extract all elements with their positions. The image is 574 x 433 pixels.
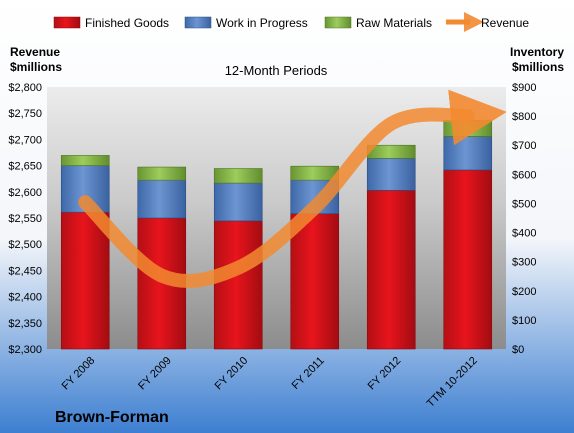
bar-work-in-progress <box>366 158 416 191</box>
left-axis-title-line2: $millions <box>10 60 62 74</box>
legend-item-revenue: Revenue <box>446 12 529 32</box>
bar-raw-materials <box>443 120 493 137</box>
right-tick-label: $900 <box>512 82 536 94</box>
legend-item-finished-goods: Finished Goods <box>53 16 169 30</box>
bar-finished-goods <box>290 213 340 350</box>
left-tick-label: $2,400 <box>8 292 42 304</box>
legend: Finished Goods Work in Progress Raw Mate… <box>53 12 529 32</box>
revenue-line-path <box>78 89 507 288</box>
right-tick-label: $700 <box>512 140 536 152</box>
left-tick-label: $2,600 <box>8 187 42 199</box>
left-tick-label: $2,750 <box>8 108 42 120</box>
left-axis-title-line1: Revenue <box>10 45 60 59</box>
right-tick-label: $300 <box>512 257 536 269</box>
left-tick-label: $2,700 <box>8 134 42 146</box>
right-axis-ticks: $0 $100 $200 $300 $400 $500 $600 $700 $800 $900 <box>512 82 536 356</box>
bar-work-in-progress <box>213 182 263 222</box>
bar-finished-goods <box>213 220 263 350</box>
right-tick-label: $500 <box>512 198 536 210</box>
right-tick-label: $600 <box>512 169 536 181</box>
legend-label: Finished Goods <box>85 16 169 30</box>
legend-item-raw-materials: Raw Materials <box>324 16 432 30</box>
legend-item-work-in-progress: Work in Progress <box>184 16 308 30</box>
right-tick-label: $400 <box>512 228 536 240</box>
right-tick-label: $200 <box>512 286 536 298</box>
left-tick-label: $2,300 <box>8 344 42 356</box>
right-tick-label: $800 <box>512 111 536 123</box>
company-name: Brown-Forman <box>55 409 169 426</box>
legend-label: Raw Materials <box>356 16 432 30</box>
bars <box>60 120 493 350</box>
left-tick-label: $2,800 <box>8 82 42 94</box>
bar-finished-goods <box>60 211 110 350</box>
bar-finished-goods <box>443 169 493 350</box>
right-tick-label: $0 <box>512 344 524 356</box>
left-tick-label: $2,650 <box>8 161 42 173</box>
left-tick-label: $2,550 <box>8 213 42 225</box>
left-axis-ticks: $2,300 $2,350 $2,400 $2,450 $2,500 $2,550 $2,6… <box>8 82 42 356</box>
bar-work-in-progress <box>443 136 493 171</box>
right-tick-label: $100 <box>512 315 536 327</box>
left-tick-label: $2,450 <box>8 265 42 277</box>
right-axis-title-line1: Inventory <box>510 45 564 59</box>
left-tick-label: $2,500 <box>8 239 42 251</box>
legend-label: Work in Progress <box>216 16 308 30</box>
right-axis-title-line2: $millions <box>512 60 564 74</box>
revenue-line <box>78 89 507 288</box>
bar-finished-goods <box>366 190 416 350</box>
bar-raw-materials <box>60 155 110 166</box>
bar-raw-materials <box>213 168 263 184</box>
legend-label: Revenue <box>481 16 529 30</box>
bar-work-in-progress <box>137 179 187 219</box>
bar-raw-materials <box>137 166 187 181</box>
plot-area <box>47 87 506 349</box>
left-tick-label: $2,350 <box>8 318 42 330</box>
chart-title: 12-Month Periods <box>225 63 328 78</box>
bar-raw-materials <box>290 165 340 181</box>
